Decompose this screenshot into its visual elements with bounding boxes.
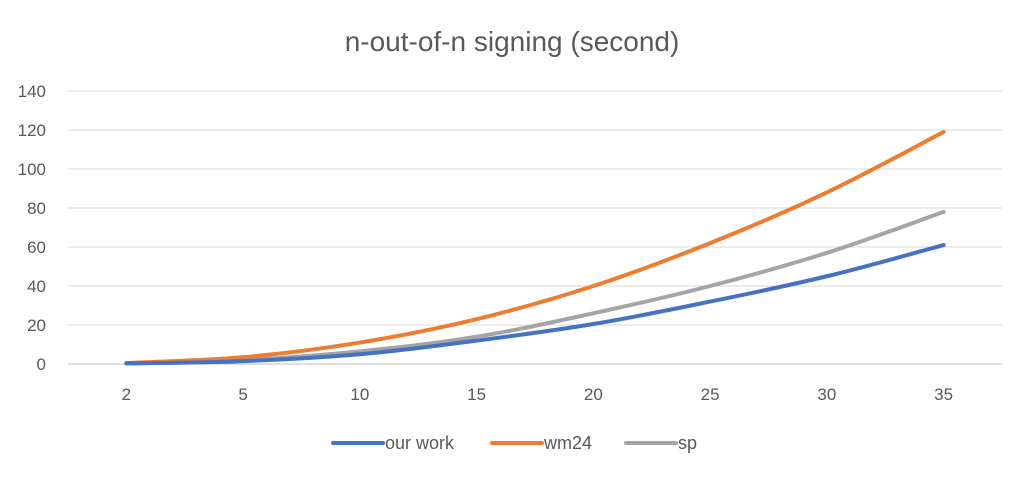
y-tick-label: 20 [27,316,46,335]
series-line-our-work [124,243,946,366]
x-tick-label: 5 [238,385,247,404]
y-tick-label: 40 [27,277,46,296]
series-line-wm24 [124,129,946,366]
gridlines [68,90,1002,365]
x-tick-label: 35 [934,385,953,404]
series-lines [124,129,946,366]
legend-label: wm24 [543,433,592,453]
y-axis-ticks: 0 20 40 60 80 100 120 140 [18,82,46,374]
x-axis-ticks: 2 5 10 15 20 25 30 35 [122,385,953,404]
x-tick-label: 15 [467,385,486,404]
y-tick-label: 120 [18,121,46,140]
x-tick-label: 30 [817,385,836,404]
x-tick-label: 25 [701,385,720,404]
y-tick-label: 140 [18,82,46,101]
chart-title: n-out-of-n signing (second) [345,26,680,57]
y-tick-label: 100 [18,160,46,179]
legend: our work wm24 sp [331,433,697,453]
y-tick-label: 0 [37,355,46,374]
x-tick-label: 10 [350,385,369,404]
x-tick-label: 20 [584,385,603,404]
series-line-sp [124,209,946,366]
legend-label: sp [678,433,697,453]
y-tick-label: 60 [27,238,46,257]
legend-label: our work [385,433,455,453]
x-tick-label: 2 [122,385,131,404]
y-tick-label: 80 [27,199,46,218]
